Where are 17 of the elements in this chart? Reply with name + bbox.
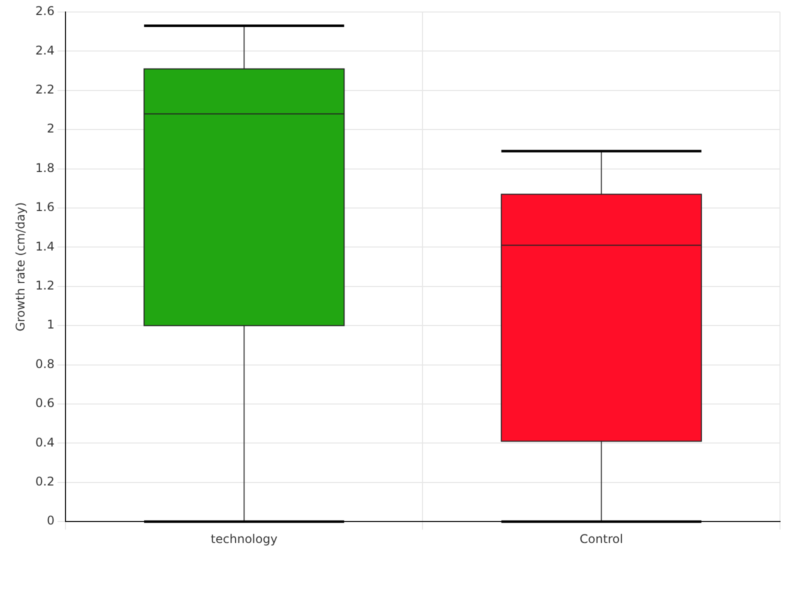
y-tick-label: 0.4 (35, 435, 54, 450)
x-tick-label: Control (580, 532, 624, 546)
y-tick-label: 2.2 (35, 82, 54, 97)
y-tick-label: 1.6 (35, 200, 54, 214)
y-tick-label: 2 (46, 122, 54, 136)
x-tick-label: technology (210, 532, 278, 546)
y-tick-label: 2.4 (35, 43, 54, 58)
y-tick-label: 0.2 (35, 474, 54, 489)
y-tick-label: 0.8 (35, 356, 54, 371)
y-axis-title: Growth rate (cm/day) (13, 202, 28, 332)
y-tick-label: 0.6 (35, 396, 54, 410)
y-tick-label: 0 (46, 514, 54, 528)
y-tick-label: 1 (46, 318, 54, 332)
y-tick-label: 1.4 (35, 239, 54, 254)
y-tick-label: 1.2 (35, 278, 54, 293)
y-tick-label: 2.6 (35, 4, 54, 18)
y-tick-label: 1.8 (35, 160, 54, 175)
